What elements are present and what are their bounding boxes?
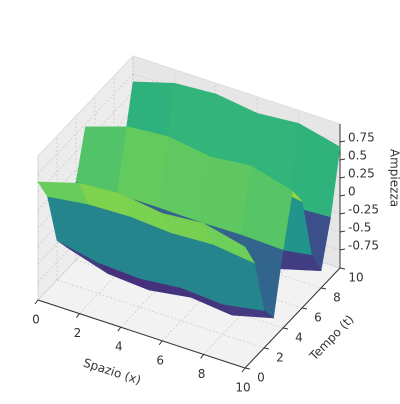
- x-tick-label: 10: [235, 381, 250, 395]
- z-tick: [339, 230, 346, 233]
- y-tick: [244, 367, 251, 370]
- x-tick: [34, 299, 39, 305]
- z-tick-label: 0.75: [348, 131, 375, 145]
- x-tick-label: 6: [156, 353, 164, 367]
- y-tick: [263, 347, 270, 350]
- y-tick-label: 2: [276, 351, 284, 365]
- z-tick: [339, 140, 346, 143]
- y-tick-label: 10: [348, 271, 363, 285]
- x-tick: [158, 340, 163, 346]
- y-tick: [301, 307, 308, 310]
- z-tick-label: -0.5: [348, 221, 371, 235]
- z-axis-label: Ampiezza: [388, 149, 400, 207]
- z-tick: [339, 194, 346, 197]
- z-tick-label: 0: [348, 185, 356, 199]
- x-tick: [76, 313, 80, 318]
- z-tick-label: 0.25: [348, 167, 375, 181]
- y-tick: [282, 327, 289, 330]
- z-tick: [339, 158, 346, 161]
- x-tick: [117, 326, 122, 332]
- y-tick-label: 6: [314, 311, 322, 325]
- surface-patch: [202, 222, 256, 264]
- x-tick-label: 2: [74, 326, 82, 340]
- y-axis: [244, 267, 341, 369]
- grid-line: [56, 279, 265, 349]
- x-tick: [200, 354, 205, 359]
- x-axis: [37, 299, 246, 369]
- z-tick-label: 0.5: [348, 149, 367, 163]
- y-tick: [320, 287, 327, 290]
- y-tick: [339, 267, 346, 270]
- z-tick: [339, 248, 346, 251]
- z-tick-label: -0.25: [348, 203, 379, 217]
- grid-line: [37, 73, 134, 175]
- x-tick-label: 8: [198, 367, 206, 381]
- z-tick: [339, 176, 346, 179]
- x-tick: [241, 367, 246, 373]
- z-tick: [339, 212, 346, 215]
- z-tick-label: -0.75: [348, 239, 379, 253]
- y-tick-label: 4: [295, 331, 303, 345]
- x-tick-label: 0: [32, 313, 40, 327]
- y-tick-label: 0: [257, 371, 265, 385]
- x-tick-label: 4: [115, 340, 123, 354]
- y-tick-label: 8: [333, 291, 341, 305]
- x-axis-label: Spazio (x): [82, 356, 143, 388]
